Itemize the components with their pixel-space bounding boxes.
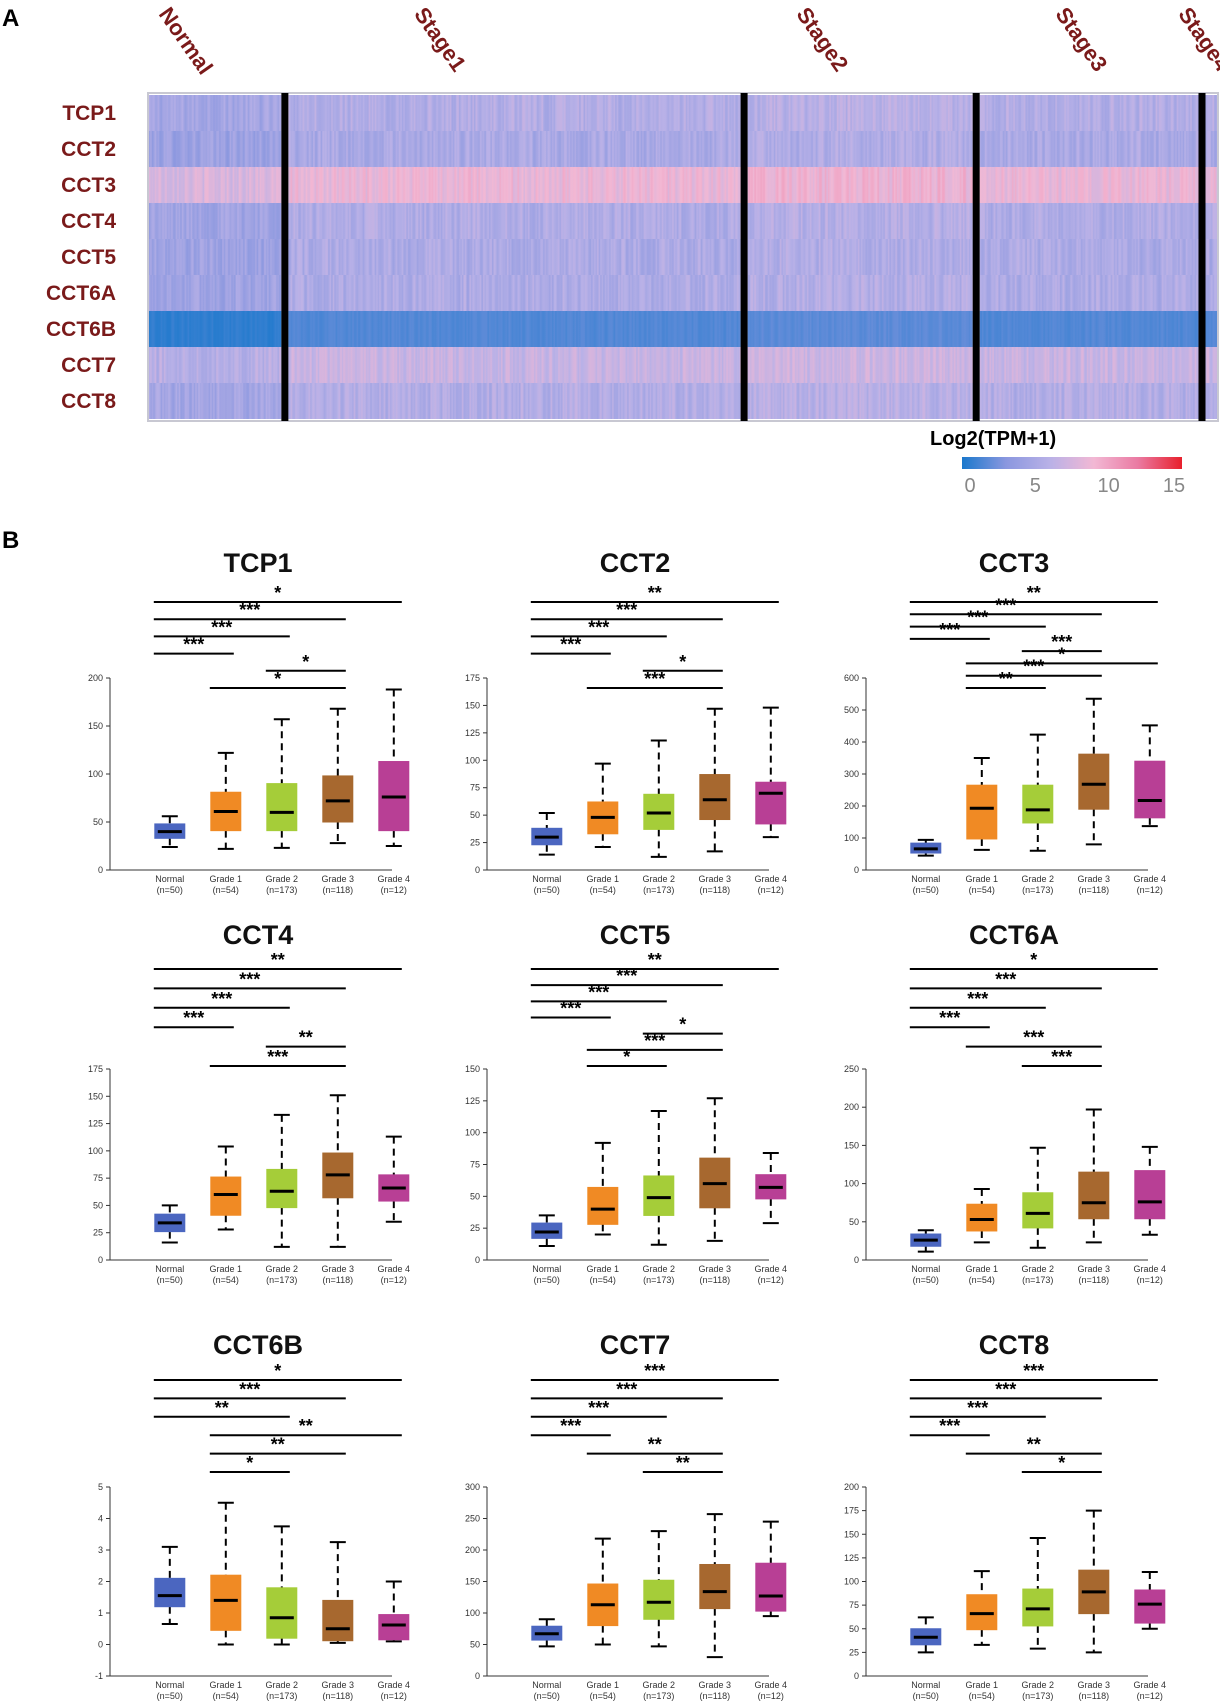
panel-b-label: B <box>2 527 19 554</box>
heatmap-panel: TCP1CCT2CCT3CCT4CCT5CCT6ACCT6BCCT7CCT8No… <box>46 3 1220 497</box>
panel-a-label: A <box>2 5 19 32</box>
